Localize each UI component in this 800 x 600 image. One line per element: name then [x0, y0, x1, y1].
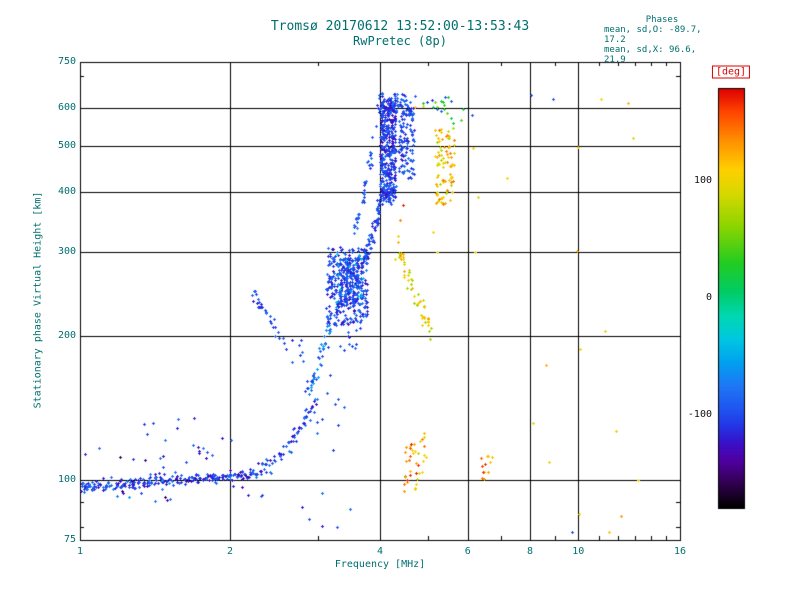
page-title: Tromsø 20170612 13:52:00-13:53:43: [270, 19, 530, 34]
y-tick-label: 300: [57, 246, 76, 258]
colorbar-tick-label: 0: [705, 292, 712, 303]
phase-stats-o-mode: mean, sd,O: -89.7, 17.2: [604, 25, 702, 45]
x-axis-label: Frequency [MHz]: [334, 559, 426, 570]
colorbar-tick-label: 100: [693, 175, 712, 187]
phase-stats-x-mode: mean, sd,X: 96.6, 21.9: [604, 45, 697, 65]
y-tick-label: 100: [57, 474, 76, 486]
x-tick-label: 1: [76, 546, 84, 557]
x-tick-label: 16: [673, 546, 687, 557]
plot-subtitle: RwPretec (8p): [353, 34, 447, 48]
y-tick-label: 750: [57, 56, 76, 67]
y-tick-label: 600: [57, 102, 76, 114]
y-axis-label: Stationary phase Virtual Height [km]: [32, 191, 44, 409]
y-tick-label: 75: [63, 534, 76, 545]
x-tick-label: 10: [572, 546, 585, 557]
phase-stats-block: Phases mean, sd,O: -89.7, 17.2 mean, sd,…: [604, 15, 720, 65]
y-tick-label: 500: [57, 140, 76, 152]
y-tick-label: 200: [57, 330, 76, 342]
x-tick-label: 4: [376, 546, 384, 557]
colorbar-title: [deg]: [711, 65, 751, 79]
y-tick-label: 400: [57, 186, 76, 198]
colorbar-tick-label: -100: [687, 408, 712, 420]
x-tick-label: 6: [464, 546, 471, 557]
x-tick-label: 2: [226, 546, 234, 557]
x-tick-label: 8: [526, 546, 534, 557]
phase-stats-title: Phases: [645, 15, 679, 25]
